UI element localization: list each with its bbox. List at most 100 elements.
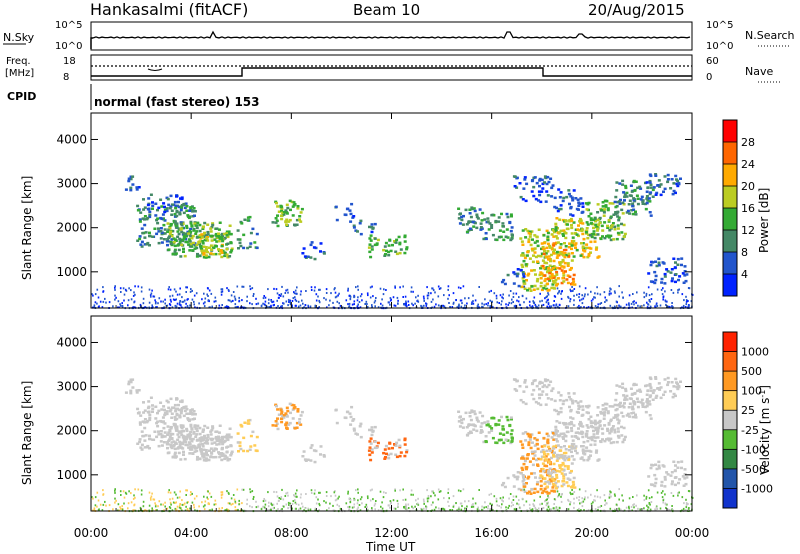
power-cell xyxy=(156,221,160,225)
velocity-cell xyxy=(448,505,450,507)
power-cell xyxy=(370,248,374,251)
power-cell xyxy=(394,285,396,288)
power-cell xyxy=(323,297,325,300)
velocity-cell xyxy=(221,437,224,440)
power-cell xyxy=(533,176,537,179)
velocity-cell xyxy=(618,405,622,408)
velocity-cell xyxy=(295,503,298,505)
power-cell xyxy=(571,286,573,288)
power-cell xyxy=(546,295,548,298)
velocity-cell xyxy=(425,505,427,508)
power-cell xyxy=(613,225,617,228)
power-cell xyxy=(562,274,566,277)
power-cell xyxy=(560,265,564,268)
power-cell xyxy=(291,306,293,309)
velocity-cell xyxy=(566,477,570,480)
velocity-cell xyxy=(545,464,549,468)
velocity-cell xyxy=(533,504,536,507)
velocity-cell xyxy=(184,502,186,505)
power-cell xyxy=(171,229,175,233)
power-cell xyxy=(570,266,573,270)
power-cell xyxy=(225,253,229,256)
velocity-cell xyxy=(204,459,208,462)
power-cell xyxy=(660,288,663,291)
velocity-cell xyxy=(237,450,240,453)
velocity-cell xyxy=(307,507,309,510)
velocity-cell xyxy=(143,439,147,442)
power-cell xyxy=(393,304,396,307)
power-cell xyxy=(172,298,175,301)
velocity-cell xyxy=(195,439,199,442)
power-cell xyxy=(655,264,659,268)
colorbar-tick-label: 100 xyxy=(741,385,762,398)
velocity-cell xyxy=(385,492,387,494)
power-cell xyxy=(262,302,264,305)
power-cell xyxy=(148,231,151,235)
power-cell xyxy=(391,243,394,247)
velocity-cell xyxy=(192,444,195,448)
velocity-cell xyxy=(211,426,215,430)
power-cell xyxy=(314,286,316,289)
power-cell xyxy=(249,288,252,291)
velocity-cell xyxy=(575,410,579,414)
power-cell xyxy=(389,299,392,302)
velocity-cell xyxy=(576,431,580,434)
velocity-cell xyxy=(572,424,576,427)
velocity-cell xyxy=(467,432,471,435)
velocity-cell xyxy=(515,477,519,481)
power-cell xyxy=(351,216,355,219)
velocity-cell xyxy=(657,460,661,464)
power-cell xyxy=(187,216,191,220)
power-cell xyxy=(373,237,377,240)
power-cell xyxy=(666,270,670,273)
velocity-cell xyxy=(493,495,496,498)
power-cell xyxy=(210,292,213,295)
velocity-cell xyxy=(191,437,195,441)
velocity-cell xyxy=(615,440,619,444)
velocity-cell xyxy=(556,457,560,460)
nave-label: Nave xyxy=(745,65,773,78)
velocity-cell xyxy=(296,489,298,492)
velocity-cell xyxy=(365,503,368,506)
power-cell xyxy=(630,190,634,193)
power-cell xyxy=(555,270,559,274)
velocity-cell xyxy=(604,408,608,411)
power-cell xyxy=(405,246,409,249)
power-cell xyxy=(389,297,392,300)
velocity-cell xyxy=(528,460,532,463)
power-cell xyxy=(398,242,402,246)
power-cell xyxy=(143,243,147,246)
velocity-cell xyxy=(677,385,681,389)
velocity-cell xyxy=(636,494,638,497)
power-cell xyxy=(519,195,523,199)
velocity-cell xyxy=(302,450,306,453)
velocity-cell xyxy=(310,492,313,494)
power-cell xyxy=(228,224,232,227)
power-cell xyxy=(287,298,290,301)
velocity-cell xyxy=(541,390,545,393)
power-cell xyxy=(271,301,273,304)
velocity-cell xyxy=(552,462,556,466)
power-cell xyxy=(349,298,352,301)
power-cell xyxy=(220,236,224,239)
power-cell xyxy=(592,226,595,230)
power-cell xyxy=(540,242,544,245)
power-cell xyxy=(461,302,463,305)
velocity-cell xyxy=(469,423,473,426)
power-cell xyxy=(306,255,310,258)
velocity-cell xyxy=(323,500,325,503)
velocity-cell xyxy=(175,398,178,401)
power-cell xyxy=(200,233,204,236)
velocity-cell xyxy=(166,446,169,450)
velocity-cell xyxy=(150,495,153,498)
velocity-cell xyxy=(334,408,338,412)
velocity-cell xyxy=(281,488,283,491)
velocity-cell xyxy=(505,506,507,509)
velocity-cell xyxy=(307,509,310,512)
velocity-cell xyxy=(149,396,153,399)
power-cell xyxy=(351,303,354,306)
velocity-cell xyxy=(294,492,297,495)
power-cell xyxy=(120,304,122,307)
power-cell xyxy=(550,186,554,190)
velocity-cell xyxy=(309,446,313,450)
